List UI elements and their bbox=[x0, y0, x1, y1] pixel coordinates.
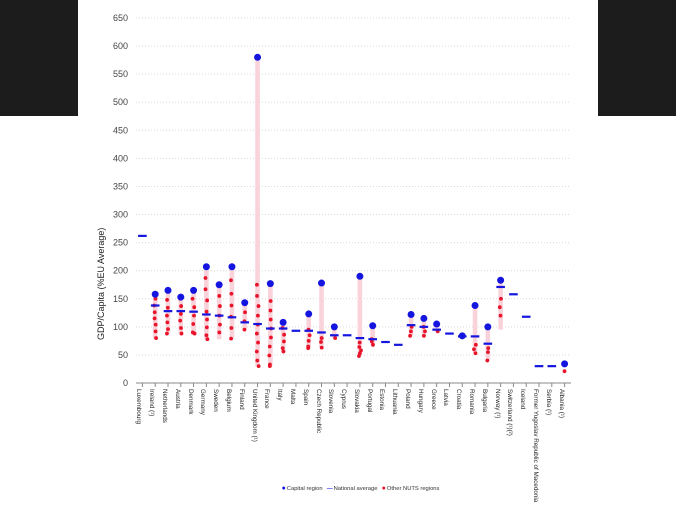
svg-text:300: 300 bbox=[113, 210, 128, 220]
svg-text:400: 400 bbox=[113, 153, 128, 163]
svg-text:600: 600 bbox=[113, 41, 128, 51]
svg-text:150: 150 bbox=[113, 294, 128, 304]
svg-text:550: 550 bbox=[113, 69, 128, 79]
svg-text:650: 650 bbox=[113, 13, 128, 23]
svg-text:100: 100 bbox=[113, 322, 128, 332]
svg-text:500: 500 bbox=[113, 97, 128, 107]
svg-text:250: 250 bbox=[113, 238, 128, 248]
svg-text:450: 450 bbox=[113, 125, 128, 135]
svg-text:200: 200 bbox=[113, 266, 128, 276]
svg-text:350: 350 bbox=[113, 181, 128, 191]
svg-text:50: 50 bbox=[118, 350, 128, 360]
svg-text:0: 0 bbox=[123, 378, 128, 388]
